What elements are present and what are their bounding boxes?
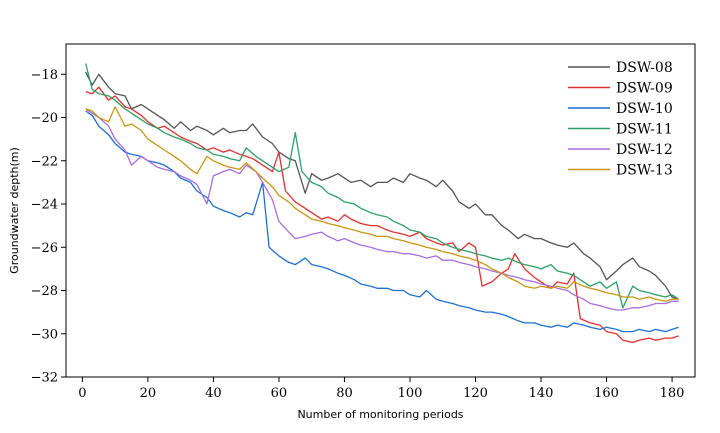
x-tick-label: 120	[463, 386, 488, 401]
legend: DSW-08 DSW-09 DSW-10 DSW-11 DSW-12 DSW-13	[568, 60, 673, 179]
x-tick-label: 160	[594, 386, 619, 401]
legend-label-dsw-12: DSW-12	[616, 142, 673, 158]
x-tick-label: 60	[271, 386, 288, 401]
series-line-dsw-10	[85, 110, 679, 333]
legend-label-dsw-11: DSW-11	[616, 122, 673, 138]
x-axis-title: Number of monitoring periods	[297, 408, 463, 421]
series-line-dsw-13	[85, 106, 679, 302]
series-line-dsw-09	[85, 86, 679, 344]
y-axis-title: Groundwater depth(m)	[8, 147, 21, 274]
x-tick-label: 40	[205, 386, 222, 401]
y-tick-label: −30	[31, 327, 58, 342]
legend-label-dsw-10: DSW-10	[616, 101, 673, 117]
x-tick-label: 100	[398, 386, 423, 401]
x-tick-label: 20	[140, 386, 157, 401]
y-axis-ticks: −32 −30 −28 −26 −24 −22 −20 −18	[31, 68, 66, 386]
plot-lines	[85, 63, 679, 344]
legend-label-dsw-09: DSW-09	[616, 81, 673, 97]
x-tick-label: 180	[660, 386, 685, 401]
series-line-dsw-11	[85, 63, 679, 309]
y-tick-label: −26	[31, 241, 58, 256]
y-tick-label: −24	[31, 198, 58, 213]
legend-label-dsw-08: DSW-08	[616, 60, 673, 76]
x-tick-label: 140	[529, 386, 554, 401]
y-tick-label: −20	[31, 111, 58, 126]
series-line-dsw-12	[85, 108, 679, 311]
y-tick-label: −18	[31, 68, 58, 83]
x-axis-ticks: 0 20 40 60 80 100 120 140 160 180	[78, 377, 684, 401]
x-tick-label: 0	[78, 386, 86, 401]
series-line-dsw-08	[85, 71, 679, 300]
y-tick-label: −32	[31, 371, 58, 386]
y-tick-label: −22	[31, 154, 58, 169]
plot-frame	[65, 43, 696, 378]
x-tick-label: 80	[336, 386, 353, 401]
legend-label-dsw-13: DSW-13	[616, 163, 673, 179]
y-tick-label: −28	[31, 284, 58, 299]
